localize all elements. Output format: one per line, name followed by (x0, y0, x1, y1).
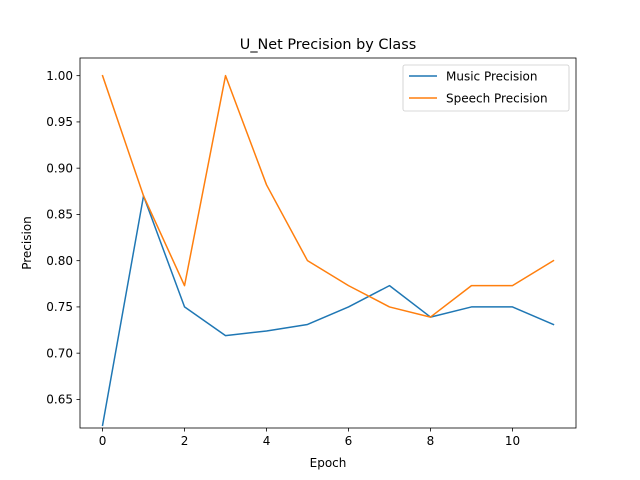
y-tick-label: 0.85 (46, 208, 73, 222)
x-axis-ticks: 0 2 4 6 8 10 (99, 428, 520, 448)
x-tick-label: 4 (263, 434, 271, 448)
y-tick-label: 0.65 (46, 393, 73, 407)
x-tick-label: 0 (99, 434, 107, 448)
y-tick-label: 0.80 (46, 254, 73, 268)
chart-title: U_Net Precision by Class (240, 37, 416, 53)
y-tick-label: 0.95 (46, 115, 73, 129)
plot-frame (79, 57, 577, 429)
x-tick-label: 10 (505, 434, 520, 448)
series-line-music-precision (101, 195, 555, 427)
x-tick-label: 8 (427, 434, 435, 448)
y-tick-label: 0.70 (46, 346, 73, 360)
y-tick-label: 1.00 (46, 69, 73, 83)
series-line-speech-precision (101, 74, 555, 318)
y-axis-ticks: 0.65 0.70 0.75 0.80 0.85 0.90 0.95 1.00 (46, 69, 80, 407)
x-tick-label: 6 (345, 434, 353, 448)
series-layer (101, 74, 555, 427)
legend-label-speech-precision: Speech Precision (446, 91, 548, 105)
legend-label-music-precision: Music Precision (446, 69, 538, 83)
x-axis-label: Epoch (310, 456, 347, 470)
y-tick-label: 0.90 (46, 161, 73, 175)
plot-area (80, 58, 576, 428)
y-axis-label: Precision (20, 216, 34, 270)
legend: Music Precision Speech Precision (402, 64, 570, 112)
legend-box (402, 64, 570, 112)
x-tick-label: 2 (181, 434, 189, 448)
y-tick-label: 0.75 (46, 300, 73, 314)
